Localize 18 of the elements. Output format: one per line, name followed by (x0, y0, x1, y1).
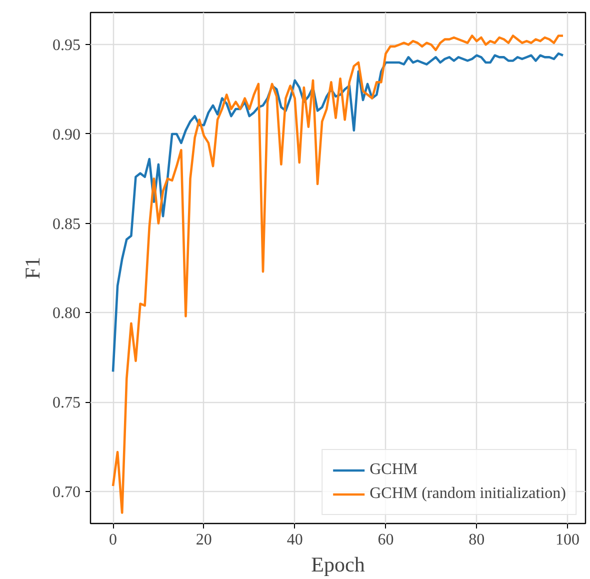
y-tick-label: 0.80 (52, 305, 80, 322)
line-series (112, 34, 564, 514)
y-tick-label: 0.75 (52, 394, 80, 412)
x-tick-label: 40 (286, 532, 303, 548)
y-tick-label: 0.90 (52, 126, 80, 144)
x-tick-label: 0 (109, 532, 117, 548)
x-tick-label: 80 (468, 532, 485, 548)
line-series (112, 52, 564, 373)
y-axis-title: F1 (20, 256, 44, 280)
y-tick-label: 0.85 (52, 216, 80, 233)
y-tick-label: 0.70 (52, 484, 80, 501)
x-tick-label: 60 (378, 532, 394, 548)
legend-label: GCHM (370, 461, 418, 479)
x-axis-title: Epoch (311, 552, 366, 576)
legend-label: GCHM (random initialization) (370, 485, 566, 503)
x-tick-label: 100 (556, 532, 580, 548)
x-tick-label: 20 (196, 532, 212, 548)
y-tick-label: 0.95 (52, 37, 80, 54)
